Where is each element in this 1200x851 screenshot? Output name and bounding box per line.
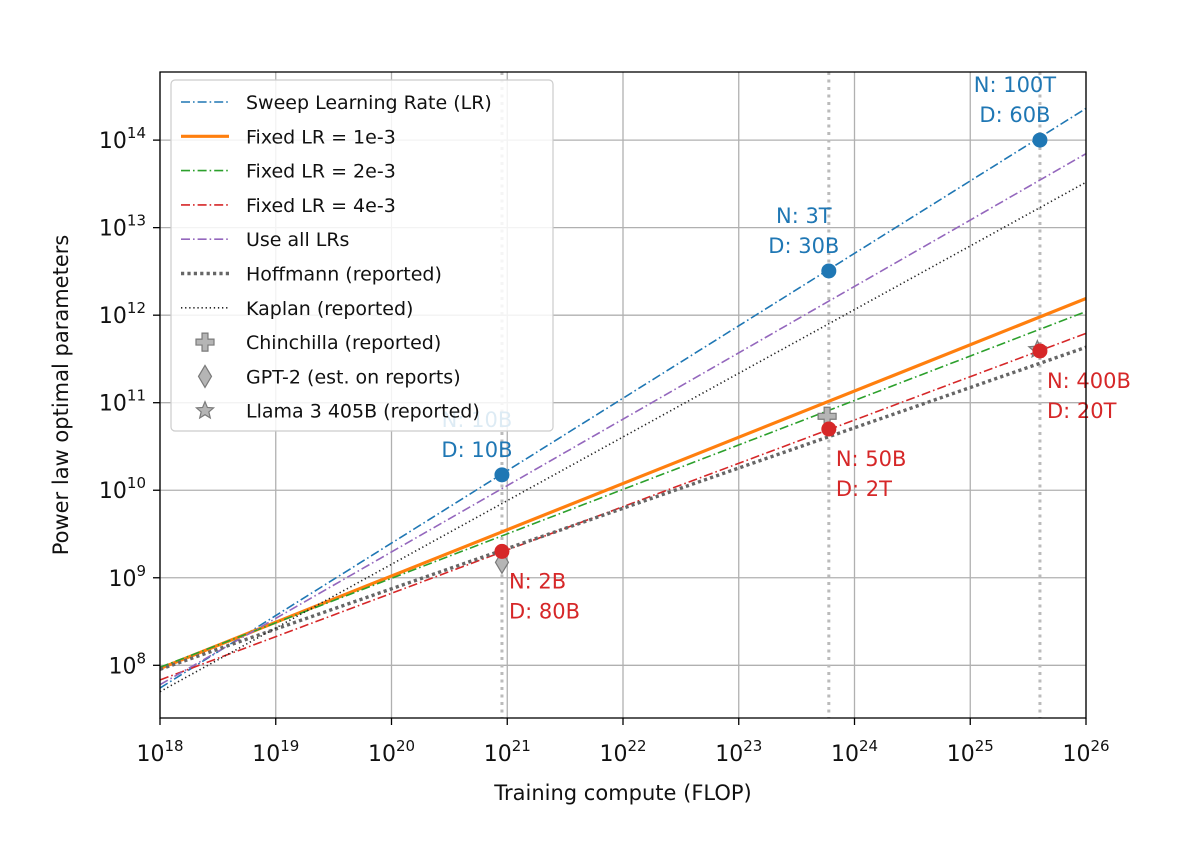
y-tick-label: 1014 [99,124,146,154]
x-tick-label: 1026 [1062,737,1109,767]
legend-label: Llama 3 405B (reported) [246,401,480,423]
legend-entry: Fixed LR = 4e-3 [181,195,396,217]
x-axis-title: Training compute (FLOP) [493,781,751,805]
legend-entry: Kaplan (reported) [181,298,413,320]
legend-entry: Hoffmann (reported) [181,264,442,286]
legend-label: Fixed LR = 4e-3 [246,195,396,217]
x-tick-label: 1021 [484,737,531,767]
annotation-text: N: 50B [836,447,907,471]
legend-entry: Chinchilla (reported) [195,332,441,354]
point-annotation: N: 3T D: 30B [768,204,839,258]
legend-star-marker [194,400,216,420]
series-lines [159,107,1087,693]
legend-entry: Use all LRs [181,229,349,251]
legend-box [170,79,554,432]
point-annotation: N: 2B D: 80B [509,569,580,623]
legend-entry: GPT-2 (est. on reports) [197,364,461,389]
x-tick-label: 1019 [252,737,299,767]
scaling-point [1032,132,1048,148]
y-tick-label: 1012 [99,299,146,329]
annotation-text: D: 80B [509,599,580,623]
annotation-text: D: 20T [1047,399,1117,423]
legend-label: Use all LRs [246,229,349,251]
series-line [159,152,1087,686]
legend-label: Chinchilla (reported) [246,332,441,354]
legend-label: Kaplan (reported) [246,298,413,320]
scaling-point [821,263,837,279]
annotation-text: N: 100T [974,73,1057,97]
y-axis-title: Power law optimal parameters [49,235,73,556]
annotation-text: D: 2T [836,477,892,501]
y-tick-label: 1010 [99,474,146,504]
legend-entry: Llama 3 405B (reported) [194,400,480,423]
legend-label: Sweep Learning Rate (LR) [246,92,492,114]
x-tick-label: 1025 [947,737,994,767]
legend-label: Fixed LR = 1e-3 [246,126,396,148]
x-tick-label: 1024 [831,737,878,767]
y-tick-label: 109 [108,562,146,592]
legend-plus-marker [195,332,215,352]
legend-diamond-marker [197,364,213,389]
scaling-point [1032,343,1048,359]
scaling-point [821,421,837,437]
data-points [494,132,1048,575]
series-line [159,332,1087,681]
series-line [159,297,1087,670]
legend-label: Hoffmann (reported) [246,264,442,286]
point-annotation: N: 50B D: 2T [836,447,907,501]
annotation-text: D: 30B [768,234,839,258]
annotation-text: D: 10B [441,438,512,462]
legend: Sweep Learning Rate (LR) Fixed LR = 1e-3 F… [170,79,554,432]
series-line [159,310,1087,668]
legend-entry: Sweep Learning Rate (LR) [181,92,492,114]
annotation-text: N: 400B [1047,369,1131,393]
annotation-text: N: 3T [776,204,832,228]
point-annotation: N: 100T D: 60B [974,73,1057,127]
scaling-point [494,467,510,483]
legend-entry: Fixed LR = 2e-3 [181,161,396,183]
x-tick-label: 1018 [136,737,183,767]
legend-label: Fixed LR = 2e-3 [246,161,396,183]
annotation-text: N: 2B [509,569,566,593]
legend-label: GPT-2 (est. on reports) [246,366,461,388]
axis-ticks: 1018 1019 1020 1021 1022 1023 1024 1025 1026 108 1… [99,124,1110,767]
point-annotation: N: 400B D: 20T [1047,369,1131,423]
y-tick-label: 108 [108,649,146,679]
x-tick-label: 1023 [715,737,762,767]
y-tick-label: 1011 [99,387,146,417]
x-tick-label: 1022 [599,737,646,767]
x-tick-label: 1020 [368,737,415,767]
y-tick-label: 1013 [99,212,146,242]
legend-entry: Fixed LR = 1e-3 [181,126,396,148]
scaling-point [494,543,510,559]
annotation-text: D: 60B [979,103,1050,127]
